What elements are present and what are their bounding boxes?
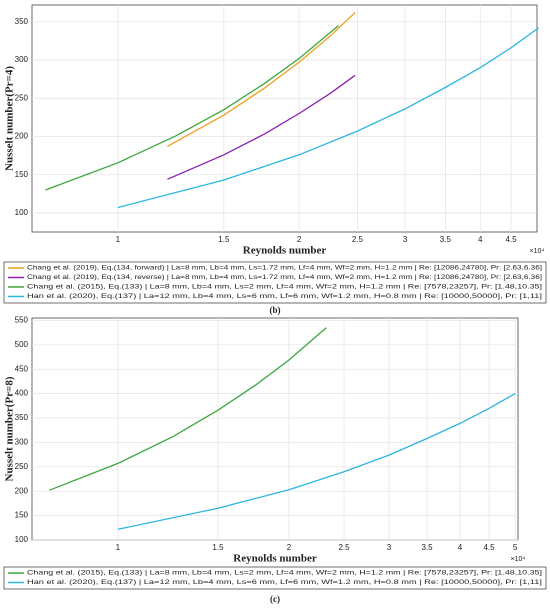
data-line — [167, 12, 356, 147]
legend-label: Han et al. (2020), Eq.(137) | La=12 mm, … — [27, 579, 542, 586]
plot-area — [31, 4, 538, 233]
y-tick-label: 150 — [15, 170, 29, 179]
x-scale-label: ×10⁴ — [530, 248, 545, 255]
x-tick-label: 4 — [478, 235, 483, 244]
y-axis-label: Nusselt number(Pr=4) — [4, 66, 16, 171]
legend-label: Chang et al. (2015), Eq.(133) | La=8 mm,… — [27, 284, 542, 291]
x-tick-label: 2.5 — [338, 543, 350, 552]
y-tick-label: 550 — [15, 316, 29, 325]
y-tick-label: 200 — [15, 132, 29, 141]
data-line — [167, 74, 356, 180]
x-axis-label: Reynolds number — [233, 553, 317, 565]
y-tick-label: 300 — [15, 438, 29, 447]
x-scale-label: ×10⁴ — [511, 556, 526, 563]
data-line — [49, 327, 327, 491]
legend-label: Chang et al. (2015), Eq.(133) | La=8 mm,… — [27, 570, 542, 577]
y-tick-label: 100 — [15, 535, 29, 544]
x-tick-label: 4.5 — [483, 543, 495, 552]
y-axis-label: Nusselt number(Pr=8) — [4, 376, 16, 481]
x-tick-label: 3 — [403, 235, 408, 244]
x-tick-label: 1.5 — [218, 235, 230, 244]
x-tick-label: 5 — [513, 543, 518, 552]
x-axis-label: Reynolds number — [243, 245, 327, 257]
y-tick-label: 250 — [15, 93, 29, 102]
x-tick-label: 3.5 — [440, 235, 452, 244]
data-line — [45, 25, 339, 191]
panel-label: (b) — [270, 305, 281, 315]
data-line — [117, 393, 516, 530]
data-line — [117, 27, 539, 209]
legend-label: Han et al. (2020), Eq.(137) | La=12 mm, … — [27, 293, 542, 300]
y-tick-label: 350 — [15, 17, 29, 26]
x-tick-label: 2 — [287, 543, 292, 552]
x-tick-label: 1 — [116, 235, 121, 244]
x-tick-label: 2.5 — [352, 235, 364, 244]
y-tick-label: 500 — [15, 340, 29, 349]
legend-label: Chang et al. (2019), Eq.(134, forward) |… — [27, 265, 542, 272]
y-tick-label: 300 — [15, 55, 29, 64]
x-tick-label: 2 — [297, 235, 302, 244]
legend-box — [3, 261, 547, 304]
y-tick-label: 250 — [15, 462, 29, 471]
legend-box — [3, 566, 547, 590]
y-tick-label: 200 — [15, 486, 29, 495]
panel-label: (c) — [270, 594, 280, 604]
x-tick-label: 1 — [116, 543, 121, 552]
x-tick-label: 3 — [387, 543, 392, 552]
plot-area — [31, 317, 519, 541]
x-tick-label: 1.5 — [212, 543, 224, 552]
y-tick-label: 350 — [15, 413, 29, 422]
x-tick-label: 4 — [458, 543, 463, 552]
y-tick-label: 100 — [15, 208, 29, 217]
x-tick-label: 3.5 — [421, 543, 433, 552]
x-tick-label: 4.5 — [505, 235, 517, 244]
y-tick-label: 450 — [15, 364, 29, 373]
y-tick-label: 400 — [15, 389, 29, 398]
y-tick-label: 150 — [15, 511, 29, 520]
legend-label: Chang et al. (2019), Eq.(134, reverse) |… — [27, 274, 542, 281]
